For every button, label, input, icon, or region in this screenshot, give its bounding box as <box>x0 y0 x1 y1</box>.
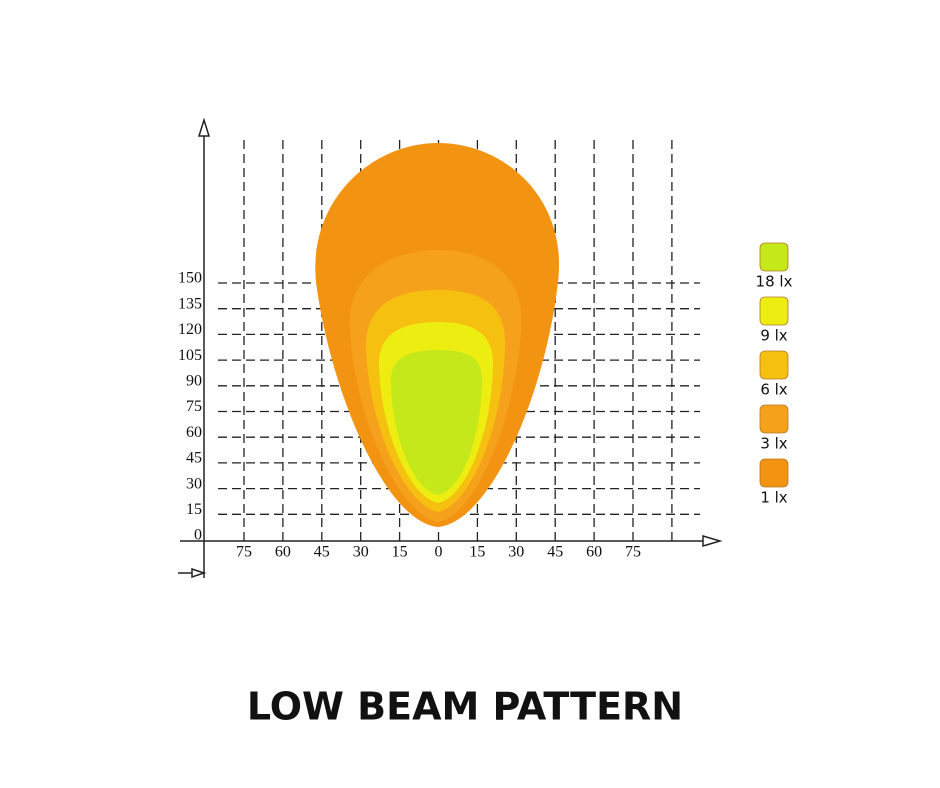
y-tick-label: 150 <box>178 270 202 287</box>
y-tick-label: 120 <box>178 321 202 338</box>
legend-label: 9 lx <box>760 327 787 345</box>
y-tick-label: 15 <box>186 501 202 518</box>
legend-swatch <box>759 242 789 272</box>
x-tick-label: 75 <box>236 544 252 561</box>
y-tick-label: 105 <box>178 347 202 364</box>
legend-label: 18 lx <box>756 273 793 291</box>
x-tick-label: 75 <box>625 544 641 561</box>
x-tick-label: 60 <box>586 544 602 561</box>
legend-swatch <box>759 296 789 326</box>
y-tick-label: 75 <box>186 398 202 415</box>
x-tick-label: 15 <box>469 544 485 561</box>
legend-label: 3 lx <box>760 435 787 453</box>
axes <box>178 117 723 579</box>
x-axis-arrow <box>702 534 723 548</box>
legend-swatch <box>759 458 789 488</box>
legend-swatch <box>759 404 789 434</box>
x-tick-label: 0 <box>435 544 443 561</box>
x-tick-label: 15 <box>392 544 408 561</box>
x-tick-label: 30 <box>508 544 524 561</box>
legend: 18 lx 9 lx 6 lx 3 lx 1 lx <box>756 242 793 507</box>
x-tick-label: 30 <box>353 544 369 561</box>
beam-contours <box>315 143 560 527</box>
y-tick-label: 135 <box>178 295 202 312</box>
x-tick-label: 45 <box>547 544 563 561</box>
y-tick-label: 0 <box>194 527 202 544</box>
y-axis-arrow <box>197 117 211 137</box>
legend-swatch <box>759 350 789 380</box>
x-tick-label: 45 <box>314 544 330 561</box>
y-tick-label: 30 <box>186 475 202 492</box>
y-tick-label: 90 <box>186 372 202 389</box>
x-tick-label: 60 <box>275 544 291 561</box>
origin-arrow <box>191 567 207 579</box>
contour-18lx <box>390 350 483 495</box>
legend-label: 1 lx <box>760 489 787 507</box>
y-tick-label: 45 <box>186 450 202 467</box>
y-tick-label: 60 <box>186 424 202 441</box>
title: LOW BEAM PATTERN <box>247 685 683 729</box>
legend-label: 6 lx <box>760 381 787 399</box>
